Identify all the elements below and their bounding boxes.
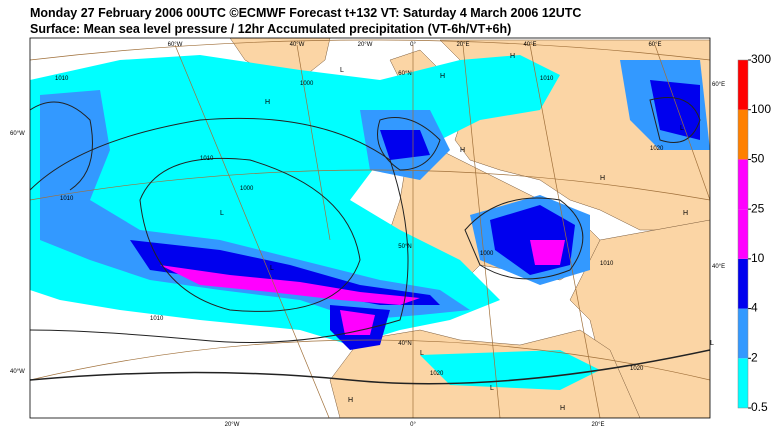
- pressure-centre: H: [560, 405, 565, 412]
- pressure-centre: L: [220, 210, 224, 217]
- pressure-centre: H: [600, 175, 605, 182]
- legend-label: 50: [751, 152, 765, 166]
- isobar-label: 1000: [480, 251, 494, 257]
- graticule-label: 20°W: [358, 42, 373, 48]
- isobar-label: 1020: [430, 371, 444, 377]
- map-frame: [29, 37, 711, 419]
- legend-label: 100: [751, 102, 771, 116]
- graticule-label: 60°W: [10, 131, 25, 137]
- isobars: [30, 97, 710, 385]
- graticule-label: 40°N: [398, 341, 411, 347]
- graticule-label: 0°: [410, 422, 416, 428]
- title: Monday 27 February 2006 00UTC ©ECMWF For…: [30, 6, 582, 20]
- graticule-label: 20°W: [225, 422, 240, 428]
- legend-label: 10: [751, 251, 765, 265]
- graticule-label: 60°E: [648, 42, 661, 48]
- legend-swatch: [738, 109, 748, 160]
- graticule-label: 0°: [410, 42, 416, 48]
- isobar-label: 1010: [540, 76, 554, 82]
- pressure-centre: H: [683, 210, 688, 217]
- legend-label: 25: [751, 201, 765, 215]
- subtitle: Surface: Mean sea level pressure / 12hr …: [30, 22, 512, 36]
- isobar-label: 1010: [60, 196, 74, 202]
- legend-label: 2: [751, 350, 758, 364]
- pressure-centre: L: [680, 125, 684, 132]
- legend-swatch: [738, 358, 748, 408]
- graticule-label: 50°N: [398, 244, 411, 250]
- legend-swatch: [738, 159, 748, 210]
- graticule-label: 20°E: [591, 422, 604, 428]
- isobar-label: 1010: [200, 156, 214, 162]
- isobar-label: 1010: [55, 76, 69, 82]
- legend-swatch: [738, 209, 748, 259]
- legend-swatch: [738, 308, 748, 359]
- graticule-label: 40°E: [712, 264, 725, 270]
- legend-label: 300: [751, 52, 771, 66]
- pressure-centre: H: [348, 397, 353, 404]
- isobar-label: 1000: [300, 81, 314, 87]
- legend-swatch: [738, 60, 748, 110]
- graticule-label: 40°E: [523, 42, 536, 48]
- legend-swatch: [738, 258, 748, 309]
- pressure-centre: H: [460, 147, 465, 154]
- legend: 0.5 2 4 10 25 50 100 300: [737, 52, 771, 414]
- precipitation: [30, 55, 710, 390]
- legend-label: 4: [751, 301, 758, 315]
- map-area: [30, 38, 710, 418]
- pressure-centre: L: [270, 265, 274, 272]
- graticule-label: 60°N: [398, 71, 411, 77]
- graticule-label: 20°E: [456, 42, 469, 48]
- pressure-centre: L: [490, 385, 494, 392]
- graticule-label: 40°W: [10, 369, 25, 375]
- pressure-centre: L: [340, 67, 344, 74]
- isobar-label: 1010: [600, 261, 614, 267]
- pressure-centre: H: [440, 73, 445, 80]
- legend-frame: [737, 59, 749, 409]
- graticule-label: 60°W: [168, 42, 183, 48]
- pressure-centre: L: [710, 340, 714, 347]
- graticule-label: 40°W: [290, 42, 305, 48]
- isobar-label: 1000: [240, 186, 254, 192]
- legend-label: 0.5: [751, 400, 768, 414]
- pressure-centre: H: [510, 53, 515, 60]
- isobar-label: 1020: [650, 146, 664, 152]
- graticule: [30, 39, 710, 418]
- pressure-centre: H: [265, 99, 270, 106]
- isobar-label: 1010: [150, 316, 164, 322]
- graticule-label: 60°E: [712, 82, 725, 88]
- pressure-centre: L: [420, 350, 424, 357]
- isobar-label: 1020: [630, 366, 644, 372]
